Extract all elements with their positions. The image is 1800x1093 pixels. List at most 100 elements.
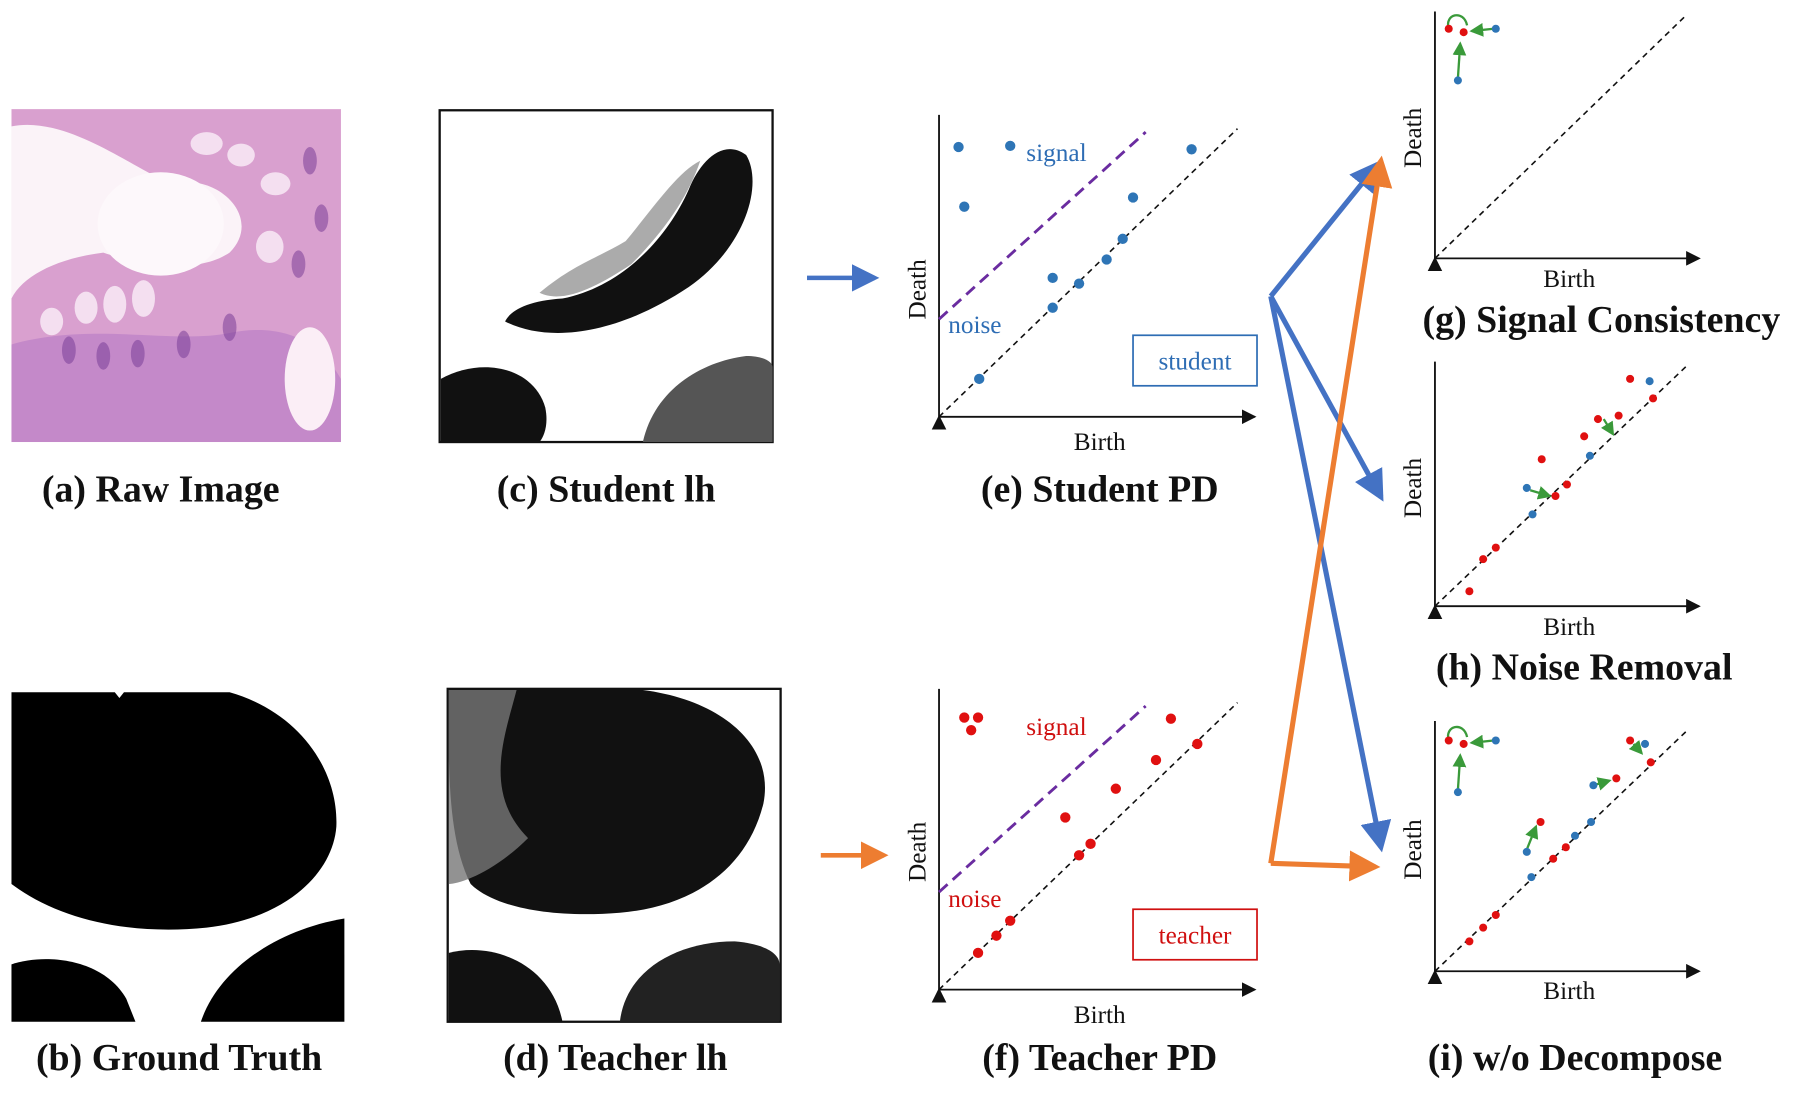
tag: teacher: [1159, 922, 1232, 950]
shape: [1587, 817, 1596, 827]
shape: [1453, 76, 1462, 85]
student-pd: signal noise student Birth Death: [903, 114, 1258, 456]
x-label: Birth: [1543, 265, 1595, 293]
shape: [1444, 736, 1655, 946]
shape: [190, 132, 223, 156]
axes: [939, 688, 1255, 990]
shape: [972, 947, 984, 959]
shape: [1585, 451, 1594, 460]
shape: [1465, 587, 1474, 596]
shape: [440, 367, 547, 443]
shape: [1117, 233, 1128, 245]
shape: [260, 172, 291, 196]
shape: [1110, 783, 1121, 794]
shape: [1268, 295, 1384, 502]
caption: (i) w/o Decompose: [1428, 1037, 1723, 1079]
shape: [959, 712, 970, 723]
noise-label: noise: [948, 885, 1001, 913]
shape: [1453, 736, 1650, 882]
shape: [103, 285, 127, 323]
shape: [314, 204, 329, 232]
shape: [1005, 915, 1016, 926]
shape: [1270, 850, 1381, 882]
axes: [939, 114, 1255, 417]
shape: [1601, 418, 1615, 436]
noise-label: noise: [948, 311, 1001, 339]
shape: [448, 689, 765, 915]
shape: [1165, 713, 1177, 724]
shape: [1645, 377, 1654, 386]
caption: (d) Teacher lh: [503, 1037, 727, 1079]
shape: [1522, 483, 1531, 492]
student-lh-image: [438, 109, 774, 444]
shape: [448, 950, 563, 1022]
tag-box: [1132, 908, 1258, 961]
shape: [619, 941, 780, 1022]
shape: [1626, 374, 1635, 383]
caption: (b) Ground Truth: [36, 1037, 322, 1079]
caption: (g) Signal Consistency: [1423, 299, 1781, 341]
shape: [539, 160, 701, 297]
shape: [1101, 254, 1112, 265]
shape: [1527, 873, 1536, 882]
teacher-pd: signal noise teacher Birth Death: [903, 688, 1258, 1029]
diagonal: [938, 128, 1239, 418]
shape: [61, 336, 76, 364]
shape: [1491, 24, 1500, 33]
shape: [1192, 738, 1203, 750]
shape: [991, 930, 1002, 941]
x-label: Birth: [1074, 1001, 1126, 1029]
caption: (c) Student lh: [497, 469, 716, 511]
shape: [1479, 555, 1488, 564]
shape: [1268, 295, 1392, 853]
shape: [1626, 736, 1635, 745]
shape: [11, 329, 341, 443]
shape: [1537, 455, 1546, 464]
y-label: Death: [903, 821, 931, 882]
teacher-lh-image: [446, 687, 782, 1023]
shape: [1628, 739, 1644, 755]
shape: [959, 201, 970, 212]
wo-decompose-pd: Birth Death: [1399, 720, 1699, 1005]
shape: [255, 230, 284, 263]
y-label: Death: [1399, 819, 1427, 880]
x-label: Birth: [1543, 977, 1595, 1005]
shape: [1589, 781, 1598, 790]
shape: [1047, 272, 1058, 284]
shape: [1005, 140, 1016, 152]
tag-box: [1132, 334, 1258, 387]
shape: [1536, 817, 1545, 827]
points: [959, 712, 1203, 959]
shape: [1614, 411, 1623, 420]
y-label: Death: [1399, 457, 1427, 518]
caption: (f) Teacher PD: [982, 1037, 1217, 1079]
mapping-arrows: [1268, 155, 1393, 882]
tag: student: [1159, 348, 1232, 376]
shape: [1562, 480, 1571, 489]
points: [953, 140, 1197, 385]
shape: [1444, 736, 1453, 745]
shape: [132, 280, 155, 317]
shape: [200, 918, 345, 1022]
shape: [1465, 937, 1474, 946]
shape: [1459, 28, 1468, 37]
shape: [972, 712, 984, 723]
shape: [1612, 774, 1621, 783]
shape: [1529, 486, 1552, 500]
signal-label: signal: [1026, 713, 1086, 741]
shape: [291, 250, 306, 278]
shape: [1649, 394, 1658, 403]
y-label: Death: [1399, 107, 1427, 168]
shape: [1522, 847, 1531, 856]
shape: [1073, 278, 1085, 289]
shape: [1459, 739, 1468, 748]
shape: [1525, 824, 1539, 850]
shape: [1465, 374, 1658, 596]
shape: [1268, 160, 1381, 298]
shape: [40, 307, 64, 336]
shape: [1491, 543, 1500, 552]
shape: [1452, 41, 1467, 79]
shape: [1186, 144, 1197, 155]
shape: [1047, 302, 1058, 313]
